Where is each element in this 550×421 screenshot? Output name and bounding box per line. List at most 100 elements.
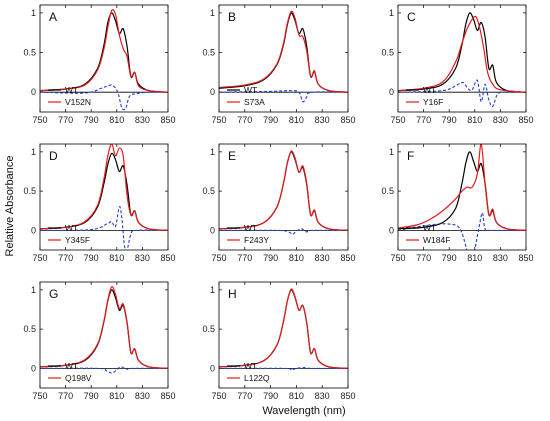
wt-curve <box>40 289 168 369</box>
x-tick-label: 750 <box>390 115 405 125</box>
x-tick-label: 770 <box>416 115 431 125</box>
y-tick-label: 1 <box>31 8 36 18</box>
x-tick-label: 770 <box>58 115 73 125</box>
panel-g: 750 770 790 810 830 850 0 0.5 1 G WT Q198V <box>23 281 176 401</box>
panel-letter: F <box>407 149 414 163</box>
panel-b: 750 770 790 810 830 850 0 0.5 1 B WT S73A <box>202 4 356 125</box>
plot-frame <box>39 4 169 113</box>
panel-d: 750 770 790 810 830 850 0 0.5 1 D WT Y345F <box>23 143 176 263</box>
panel-c: 750 770 790 810 830 850 0 0.5 1 C WT Y16F <box>381 4 534 125</box>
wt-curve <box>40 152 168 231</box>
y-tick-label: 0.5 <box>202 186 215 196</box>
x-tick-label: 830 <box>493 253 508 263</box>
legend-entry-wt: WT <box>244 223 257 233</box>
difference-curve <box>398 79 526 108</box>
legend: WT Y16F <box>406 85 443 107</box>
wt-curve <box>219 289 348 369</box>
x-tick-label: 830 <box>315 391 330 401</box>
difference-curve <box>398 212 526 250</box>
panel-e: 750 770 790 810 830 850 0 0.5 1 E WT F243Y <box>202 143 356 263</box>
plot-frame <box>397 4 527 113</box>
difference-curve <box>219 90 348 103</box>
legend-entry-wt: WT <box>244 361 257 371</box>
legend: WT L122Q <box>227 361 270 383</box>
panel-a: 750 770 790 810 830 850 0 0.5 1 A WT V152N <box>23 4 176 125</box>
panel-letter: D <box>49 149 58 163</box>
x-tick-label: 810 <box>289 391 304 401</box>
legend-entry-mutant: Y345F <box>65 235 90 245</box>
difference-curve <box>219 228 348 235</box>
x-tick-label: 790 <box>263 391 278 401</box>
x-axis-title: Wavelength (nm) <box>262 405 345 417</box>
y-tick-label: 1 <box>31 147 36 157</box>
y-tick-label: 1 <box>210 147 215 157</box>
x-tick-label: 770 <box>58 391 73 401</box>
x-tick-label: 850 <box>160 115 175 125</box>
difference-curve <box>40 84 168 111</box>
y-tick-label: 1 <box>31 285 36 295</box>
y-tick-label: 0.5 <box>23 48 36 58</box>
legend-entry-mutant: Q198V <box>65 373 92 383</box>
plot-frame <box>218 143 349 251</box>
y-tick-label: 0 <box>389 87 394 97</box>
x-tick-label: 810 <box>467 253 482 263</box>
y-tick-label: 0.5 <box>381 186 394 196</box>
x-tick-label: 850 <box>340 115 355 125</box>
y-tick-label: 0 <box>210 363 215 373</box>
x-tick-label: 810 <box>289 253 304 263</box>
x-tick-label: 830 <box>135 391 150 401</box>
x-tick-label: 750 <box>211 115 226 125</box>
y-tick-label: 0 <box>31 225 36 235</box>
legend: WT V152N <box>48 85 91 107</box>
panel-letter: H <box>228 287 237 301</box>
legend-entry-wt: WT <box>244 85 257 95</box>
panel-letter: A <box>49 10 57 24</box>
mutant-curve <box>219 288 348 369</box>
panel-letter: E <box>228 149 236 163</box>
mutant-curve <box>40 286 168 369</box>
plot-frame <box>39 281 169 389</box>
x-tick-label: 810 <box>109 391 124 401</box>
y-tick-label: 0.5 <box>202 324 215 334</box>
x-tick-label: 850 <box>160 253 175 263</box>
y-tick-label: 0 <box>210 225 215 235</box>
y-tick-label: 1 <box>210 8 215 18</box>
legend-entry-wt: WT <box>423 85 436 95</box>
plot-frame <box>218 4 349 113</box>
legend-entry-wt: WT <box>65 361 78 371</box>
x-tick-label: 830 <box>315 115 330 125</box>
y-tick-label: 0 <box>31 363 36 373</box>
legend: WT F243Y <box>227 223 269 245</box>
x-tick-label: 810 <box>109 115 124 125</box>
y-tick-label: 1 <box>389 147 394 157</box>
y-tick-label: 0 <box>389 225 394 235</box>
x-tick-label: 830 <box>493 115 508 125</box>
x-tick-label: 790 <box>84 253 99 263</box>
y-tick-label: 1 <box>389 8 394 18</box>
legend: WT Y345F <box>48 223 90 245</box>
x-tick-label: 750 <box>211 391 226 401</box>
legend-entry-mutant: F243Y <box>244 235 269 245</box>
x-tick-label: 850 <box>340 253 355 263</box>
x-tick-label: 790 <box>84 115 99 125</box>
legend-entry-wt: WT <box>65 223 78 233</box>
x-tick-label: 810 <box>109 253 124 263</box>
x-tick-label: 770 <box>237 253 252 263</box>
legend-entry-mutant: S73A <box>244 97 265 107</box>
panel-letter: C <box>407 10 416 24</box>
legend: WT Q198V <box>48 361 92 383</box>
x-tick-label: 750 <box>32 115 47 125</box>
panel-f: 750 770 790 810 830 850 0 0.5 1 F WT W184F <box>381 143 534 263</box>
mutant-curve <box>398 144 526 231</box>
legend: WT W184F <box>406 223 450 245</box>
x-tick-label: 770 <box>237 115 252 125</box>
y-tick-label: 0.5 <box>202 48 215 58</box>
mutant-curve <box>40 9 168 93</box>
plot-frame <box>39 143 169 251</box>
panel-h: 750 770 790 810 830 850 0 0.5 1 H WT L122Q <box>202 281 356 401</box>
panel-letter: B <box>228 10 236 24</box>
x-tick-label: 850 <box>518 253 533 263</box>
legend-entry-mutant: W184F <box>423 235 450 245</box>
wt-curve <box>219 151 348 231</box>
x-tick-label: 830 <box>315 253 330 263</box>
